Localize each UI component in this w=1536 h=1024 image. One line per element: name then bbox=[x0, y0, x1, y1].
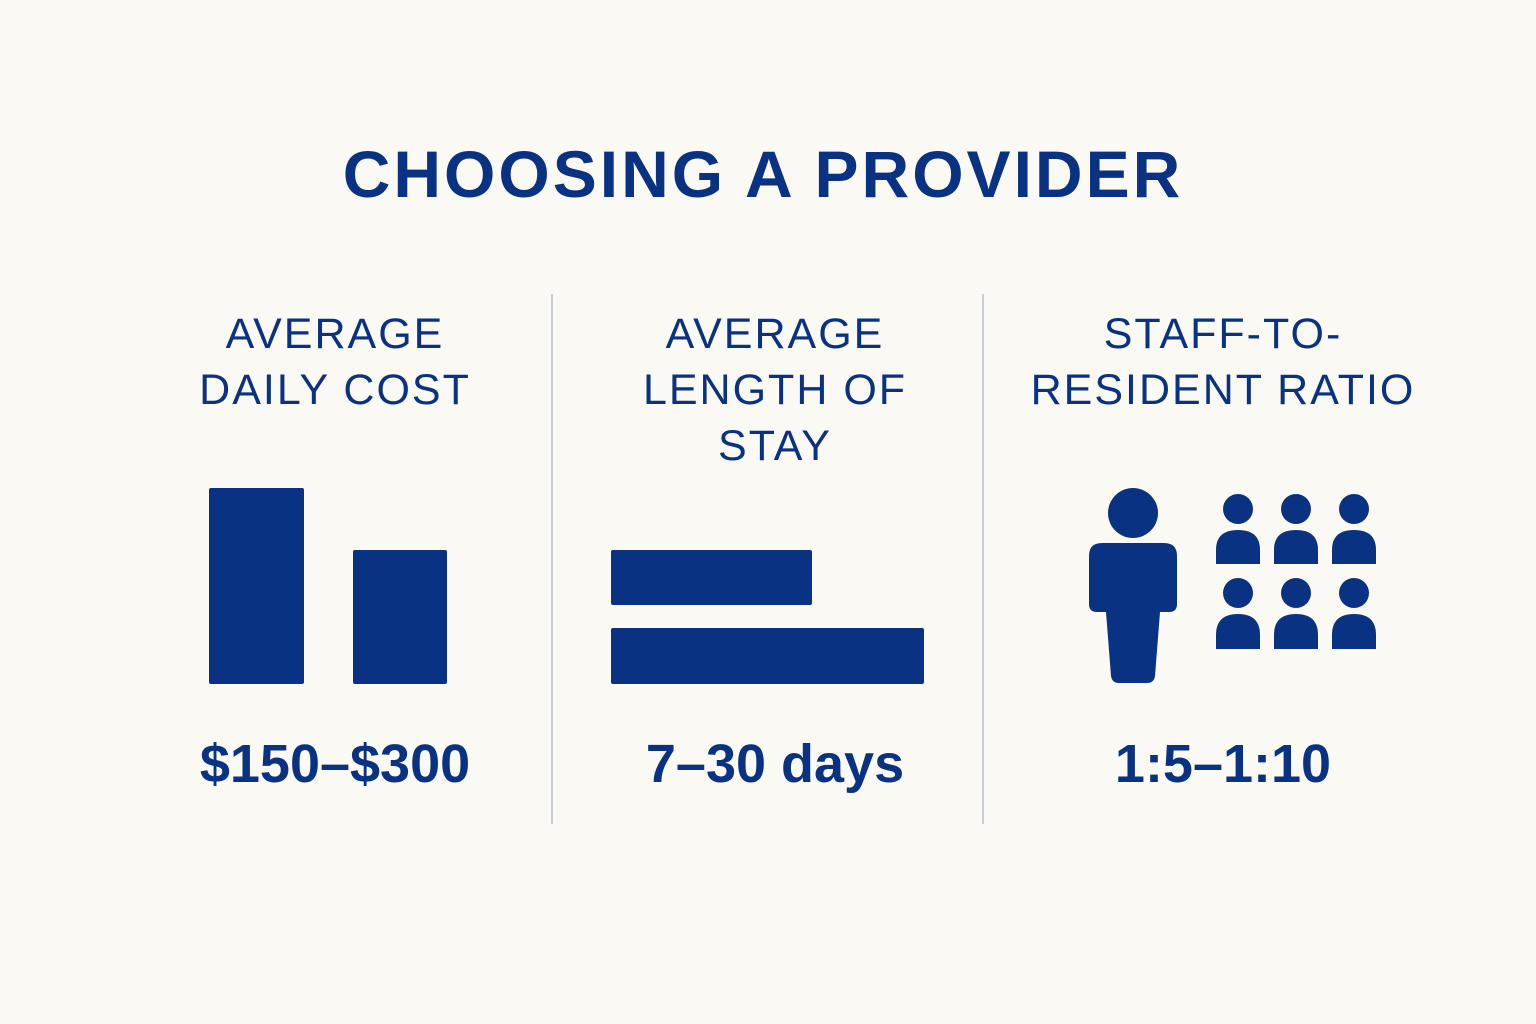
bar-chart-icon bbox=[209, 488, 447, 684]
resident-icon bbox=[1274, 494, 1318, 564]
stat-label: AVERAGE DAILY COST bbox=[199, 310, 471, 414]
stat-label: AVERAGE LENGTH OF STAY bbox=[642, 310, 908, 470]
resident-icon bbox=[1332, 578, 1376, 649]
stat-value: 7–30 days bbox=[645, 734, 905, 794]
stat-value: 1:5–1:10 bbox=[1114, 734, 1332, 794]
stat-label: STAFF-TO- RESIDENT RATIO bbox=[1030, 310, 1416, 414]
staff-residents-icon bbox=[1089, 488, 1376, 683]
resident-group-icon bbox=[1216, 494, 1376, 649]
resident-icon bbox=[1332, 494, 1376, 564]
short-horizontal-bar bbox=[611, 550, 812, 605]
stat-value: $150–$300 bbox=[199, 734, 471, 794]
resident-icon bbox=[1216, 578, 1260, 649]
resident-icon bbox=[1274, 578, 1318, 649]
long-horizontal-bar bbox=[611, 628, 924, 684]
staff-person-icon bbox=[1089, 488, 1177, 683]
column-divider bbox=[982, 294, 984, 824]
tall-bar bbox=[209, 488, 304, 684]
page-title: CHOOSING A PROVIDER bbox=[342, 137, 1184, 211]
short-bar bbox=[353, 550, 447, 684]
resident-icon bbox=[1216, 494, 1260, 564]
horizontal-bars-icon bbox=[611, 550, 924, 684]
column-divider bbox=[551, 294, 553, 824]
